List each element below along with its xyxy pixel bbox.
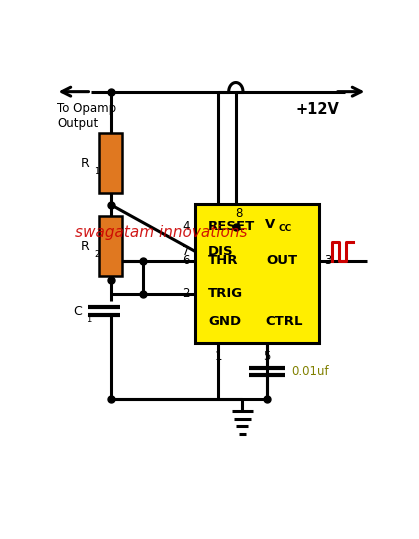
Text: TRIG: TRIG — [208, 287, 243, 300]
Text: 8: 8 — [235, 208, 243, 220]
Text: To Opamp
Output: To Opamp Output — [57, 102, 116, 130]
Text: 2: 2 — [182, 287, 189, 300]
Text: CC: CC — [278, 224, 291, 233]
Text: 2: 2 — [95, 251, 100, 259]
Bar — [99, 216, 122, 277]
Text: 5: 5 — [263, 350, 270, 363]
Text: 0.01uf: 0.01uf — [291, 365, 328, 378]
Text: 7: 7 — [182, 245, 189, 258]
Text: 3: 3 — [324, 254, 332, 267]
Text: R: R — [81, 157, 90, 170]
Text: THR: THR — [208, 254, 239, 267]
Text: OUT: OUT — [267, 254, 298, 267]
Text: 6: 6 — [182, 254, 189, 267]
Text: C: C — [73, 305, 82, 317]
Text: R: R — [81, 240, 90, 253]
Text: CTRL: CTRL — [265, 315, 303, 328]
Text: RESET: RESET — [208, 220, 256, 233]
Text: swagatam innovations: swagatam innovations — [75, 225, 248, 240]
Text: 1: 1 — [86, 315, 92, 324]
Text: 1: 1 — [214, 350, 222, 363]
Bar — [195, 204, 318, 343]
Text: 4: 4 — [182, 220, 189, 233]
Bar — [99, 133, 122, 194]
Text: V: V — [265, 218, 275, 231]
Text: 1: 1 — [95, 168, 100, 176]
Text: DIS: DIS — [208, 245, 234, 258]
Text: +12V: +12V — [296, 102, 340, 117]
Text: GND: GND — [208, 315, 241, 328]
